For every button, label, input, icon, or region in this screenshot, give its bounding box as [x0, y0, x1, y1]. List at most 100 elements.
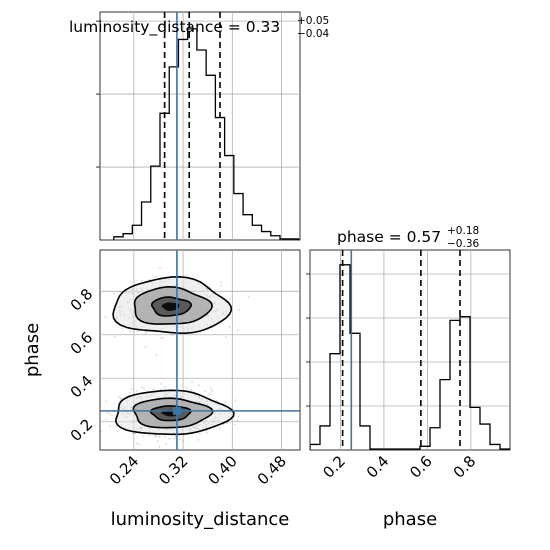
sample-point: [210, 387, 212, 390]
sample-point: [155, 353, 158, 356]
sample-point: [236, 329, 239, 332]
y-ticks: [306, 273, 310, 407]
sample-point: [164, 386, 166, 389]
sample-point: [120, 397, 122, 400]
sample-point: [100, 293, 102, 296]
sample-point: [128, 391, 131, 394]
x-tick-label: 0.32: [155, 452, 191, 488]
sample-point: [228, 325, 231, 328]
sample-point: [144, 346, 147, 348]
density-contour: [161, 302, 180, 311]
sample-point: [234, 423, 236, 426]
sample-point: [167, 437, 170, 440]
sample-point: [204, 390, 207, 393]
sample-point: [209, 392, 212, 395]
y-tick-labels: 0.2 0.4 0.6 0.8: [67, 285, 97, 445]
sample-point: [119, 290, 121, 293]
sample-point: [144, 330, 147, 333]
panel-frame: [309, 249, 511, 451]
sample-point: [112, 304, 115, 307]
x-axis-label-phase: phase: [383, 509, 437, 530]
sample-point: [179, 438, 181, 441]
sample-point: [247, 296, 250, 298]
sample-point: [114, 336, 116, 338]
sample-point: [120, 327, 123, 330]
sample-point: [198, 384, 200, 386]
sample-point: [226, 422, 228, 425]
y-tick-label: 0.6: [67, 328, 97, 358]
sample-point: [164, 435, 166, 438]
x-tick-label: 0.24: [106, 452, 142, 488]
sample-point: [109, 412, 111, 415]
sample-point: [220, 284, 223, 287]
sample-point: [234, 399, 237, 401]
sample-point: [138, 443, 141, 446]
sample-point: [162, 337, 165, 339]
sample-point: [191, 380, 193, 383]
sample-point: [152, 388, 155, 391]
hist-step-line: [310, 264, 510, 450]
sample-point: [105, 400, 108, 403]
title-sub: −0.04: [297, 28, 329, 40]
quantile-lines: [163, 12, 221, 240]
sample-point: [237, 415, 240, 418]
sample-point: [104, 316, 107, 319]
sample-point: [116, 407, 119, 410]
sample-point: [154, 434, 157, 437]
sample-point: [148, 278, 151, 281]
x-tick-label: 0.40: [204, 452, 240, 488]
sample-point: [106, 411, 109, 414]
sample-point: [131, 432, 134, 435]
hist-series: [310, 264, 510, 450]
panel-luminosity-distance-hist: luminosity_distance = 0.33 +0.05 −0.04: [69, 11, 329, 241]
hist-title-luminosity-distance: luminosity_distance = 0.33: [69, 18, 280, 37]
title-sub: −0.36: [447, 238, 479, 250]
sample-point: [108, 424, 111, 427]
sample-point: [229, 297, 232, 300]
truth-marker: [172, 406, 181, 415]
y-tick-label: 0.2: [67, 415, 97, 445]
sample-point: [206, 432, 209, 434]
x-tick-label: 0.6: [406, 452, 436, 482]
panel-frame: [99, 11, 301, 241]
x-axis-label-luminosity-distance: luminosity_distance: [111, 509, 290, 530]
title-sup: +0.05: [297, 15, 329, 27]
sample-point: [158, 446, 161, 448]
sample-point: [143, 388, 145, 390]
sample-point: [129, 330, 131, 333]
sample-point: [158, 436, 161, 438]
sample-point: [135, 389, 138, 392]
sample-point: [165, 442, 168, 445]
sample-point: [159, 266, 161, 269]
sample-point: [118, 396, 121, 399]
x-tick-label: 0.8: [450, 452, 480, 482]
sample-point: [190, 389, 193, 391]
sample-point: [182, 440, 185, 443]
sample-point: [104, 418, 107, 421]
title-main: luminosity_distance = 0.33: [69, 18, 280, 37]
sample-point: [134, 432, 137, 435]
sample-point: [130, 388, 133, 390]
sample-point: [77, 410, 79, 412]
sample-point: [238, 308, 241, 311]
sample-point: [185, 387, 188, 389]
sample-point: [140, 279, 143, 282]
sample-point: [154, 275, 157, 278]
sample-point: [146, 330, 149, 333]
sample-point: [160, 337, 163, 339]
sample-point: [205, 429, 208, 432]
sample-point: [174, 436, 177, 438]
sample-point: [171, 334, 174, 337]
sample-point: [156, 440, 159, 443]
sample-point: [100, 430, 102, 433]
y-tick-label: 0.4: [67, 372, 97, 402]
x-tick-label: 0.4: [363, 452, 393, 482]
title-main: phase = 0.57: [337, 228, 441, 246]
sample-point: [219, 281, 222, 284]
x-tick-labels: 0.2 0.4 0.6 0.8: [319, 452, 479, 482]
sample-point: [96, 408, 98, 410]
sample-point: [218, 427, 221, 429]
sample-point: [173, 437, 176, 440]
sample-point: [100, 302, 101, 305]
